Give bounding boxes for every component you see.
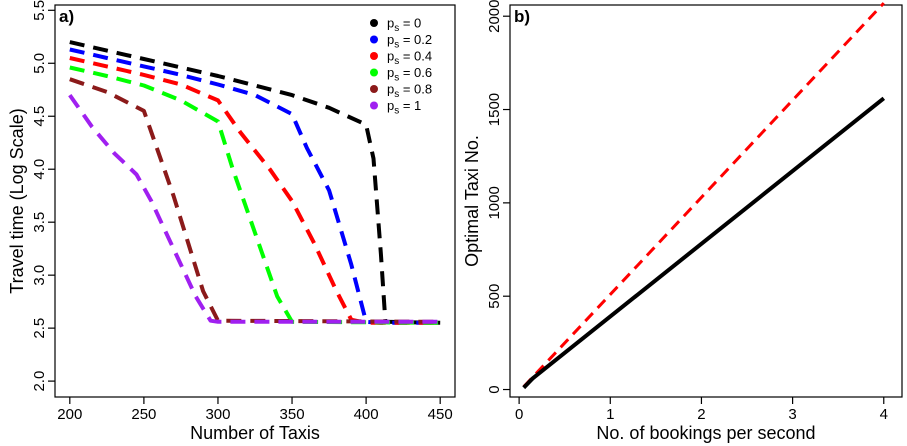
- legend-entry-base: p: [387, 49, 394, 64]
- legend-entry-value: = 0.6: [399, 65, 432, 80]
- legend-marker: [370, 101, 378, 110]
- legend-entry-subscript: s: [394, 56, 399, 67]
- panel-b-label: b): [514, 7, 530, 26]
- legend-entry-base: p: [387, 32, 394, 47]
- legend-entry: ps = 0.6: [387, 65, 432, 84]
- panel-a-legend: ps = 0ps = 0.2ps = 0.4ps = 0.6ps = 0.8ps…: [370, 16, 432, 117]
- panel-a-label: a): [59, 7, 74, 26]
- b-y-tick-label: 1000: [486, 186, 503, 219]
- panel-b-x-axis: 0 1 2 3 4: [515, 397, 888, 423]
- legend-entry-value: = 0.4: [399, 49, 432, 64]
- panel-b-y-axis-title: Optimal Taxi No.: [462, 135, 482, 267]
- b-series-line-1: [522, 96, 886, 390]
- panel-a: a) 200 250 300 350 400 450 2.0 2.5 3.0 3.5 4.0 4.5…: [7, 0, 456, 443]
- a-y-tick-label: 2.0: [31, 371, 48, 392]
- b-y-tick-label: 2000: [486, 0, 503, 33]
- b-series-line-0: [522, 2, 885, 388]
- panel-b: b) 0 1 2 3 4 0 500 1000 1500 2000 No. of booking…: [462, 0, 903, 443]
- a-y-tick-label: 4.0: [31, 159, 48, 180]
- legend-entry-subscript: s: [394, 23, 399, 34]
- panel-a-x-axis: 200 250 300 350 400 450: [57, 397, 453, 423]
- legend-entry: ps = 0.8: [387, 82, 432, 101]
- legend-entry-subscript: s: [394, 73, 399, 84]
- panel-b-y-axis: 0 500 1000 1500 2000: [486, 0, 510, 394]
- a-y-tick-label: 5.0: [31, 53, 48, 74]
- a-x-tick-label: 200: [57, 406, 82, 423]
- a-x-tick-label: 250: [131, 406, 156, 423]
- legend-entry-value: = 0.8: [399, 82, 432, 97]
- legend-entry: ps = 0.2: [387, 32, 432, 51]
- panel-a-plot-frame: [54, 4, 456, 398]
- panel-b-plot-frame: [509, 4, 903, 398]
- legend-entry: ps = 0.4: [387, 49, 432, 68]
- a-series-line-5: [68, 93, 441, 324]
- b-y-tick-label: 500: [486, 284, 503, 309]
- a-series-line-0: [69, 40, 441, 325]
- b-y-tick-label: 1500: [486, 93, 503, 126]
- legend-entry-base: p: [387, 98, 394, 113]
- b-x-tick-label: 2: [697, 406, 705, 423]
- a-y-tick-label: 3.5: [31, 212, 48, 233]
- legend-entry-base: p: [387, 16, 394, 31]
- panel-a-y-axis: 2.0 2.5 3.0 3.5 4.0 4.5 5.0 5.5: [31, 0, 55, 392]
- b-x-tick-label: 3: [788, 406, 796, 423]
- legend-entry-value: = 0.2: [399, 32, 432, 47]
- a-y-tick-label: 5.5: [31, 0, 48, 21]
- legend-marker: [370, 52, 378, 60]
- panel-b-series-group: [522, 2, 886, 390]
- b-x-tick-label: 4: [880, 406, 888, 423]
- a-x-tick-label: 300: [205, 406, 230, 423]
- legend-entry: ps = 0: [387, 16, 421, 35]
- legend-entry: ps = 1: [387, 98, 421, 117]
- legend-entry-subscript: s: [394, 40, 399, 51]
- a-x-tick-label: 450: [428, 406, 453, 423]
- panel-b-x-axis-title: No. of bookings per second: [596, 423, 815, 443]
- b-y-tick-label: 0: [486, 385, 503, 393]
- a-x-tick-label: 350: [280, 406, 305, 423]
- legend-marker: [370, 85, 378, 93]
- a-x-tick-label: 400: [354, 406, 379, 423]
- legend-entry-value: = 0: [399, 16, 421, 31]
- legend-entry-subscript: s: [394, 106, 399, 117]
- b-x-tick-label: 1: [606, 406, 614, 423]
- legend-marker: [370, 68, 378, 77]
- legend-marker: [370, 35, 378, 44]
- panel-a-x-axis-title: Number of Taxis: [190, 423, 320, 443]
- legend-entry-value: = 1: [399, 98, 421, 113]
- legend-entry-base: p: [387, 82, 394, 97]
- a-series-line-1: [69, 47, 441, 325]
- a-y-tick-label: 4.5: [31, 106, 48, 127]
- panel-a-y-axis-title: Travel time (Log Scale): [7, 108, 27, 293]
- a-y-tick-label: 3.0: [31, 265, 48, 286]
- legend-entry-subscript: s: [394, 89, 399, 100]
- a-series-line-4: [69, 77, 441, 324]
- legend-entry-base: p: [387, 65, 394, 80]
- b-x-tick-label: 0: [515, 406, 523, 423]
- legend-marker: [370, 19, 378, 27]
- panel-a-series-group: [68, 40, 441, 325]
- a-y-tick-label: 2.5: [31, 318, 48, 339]
